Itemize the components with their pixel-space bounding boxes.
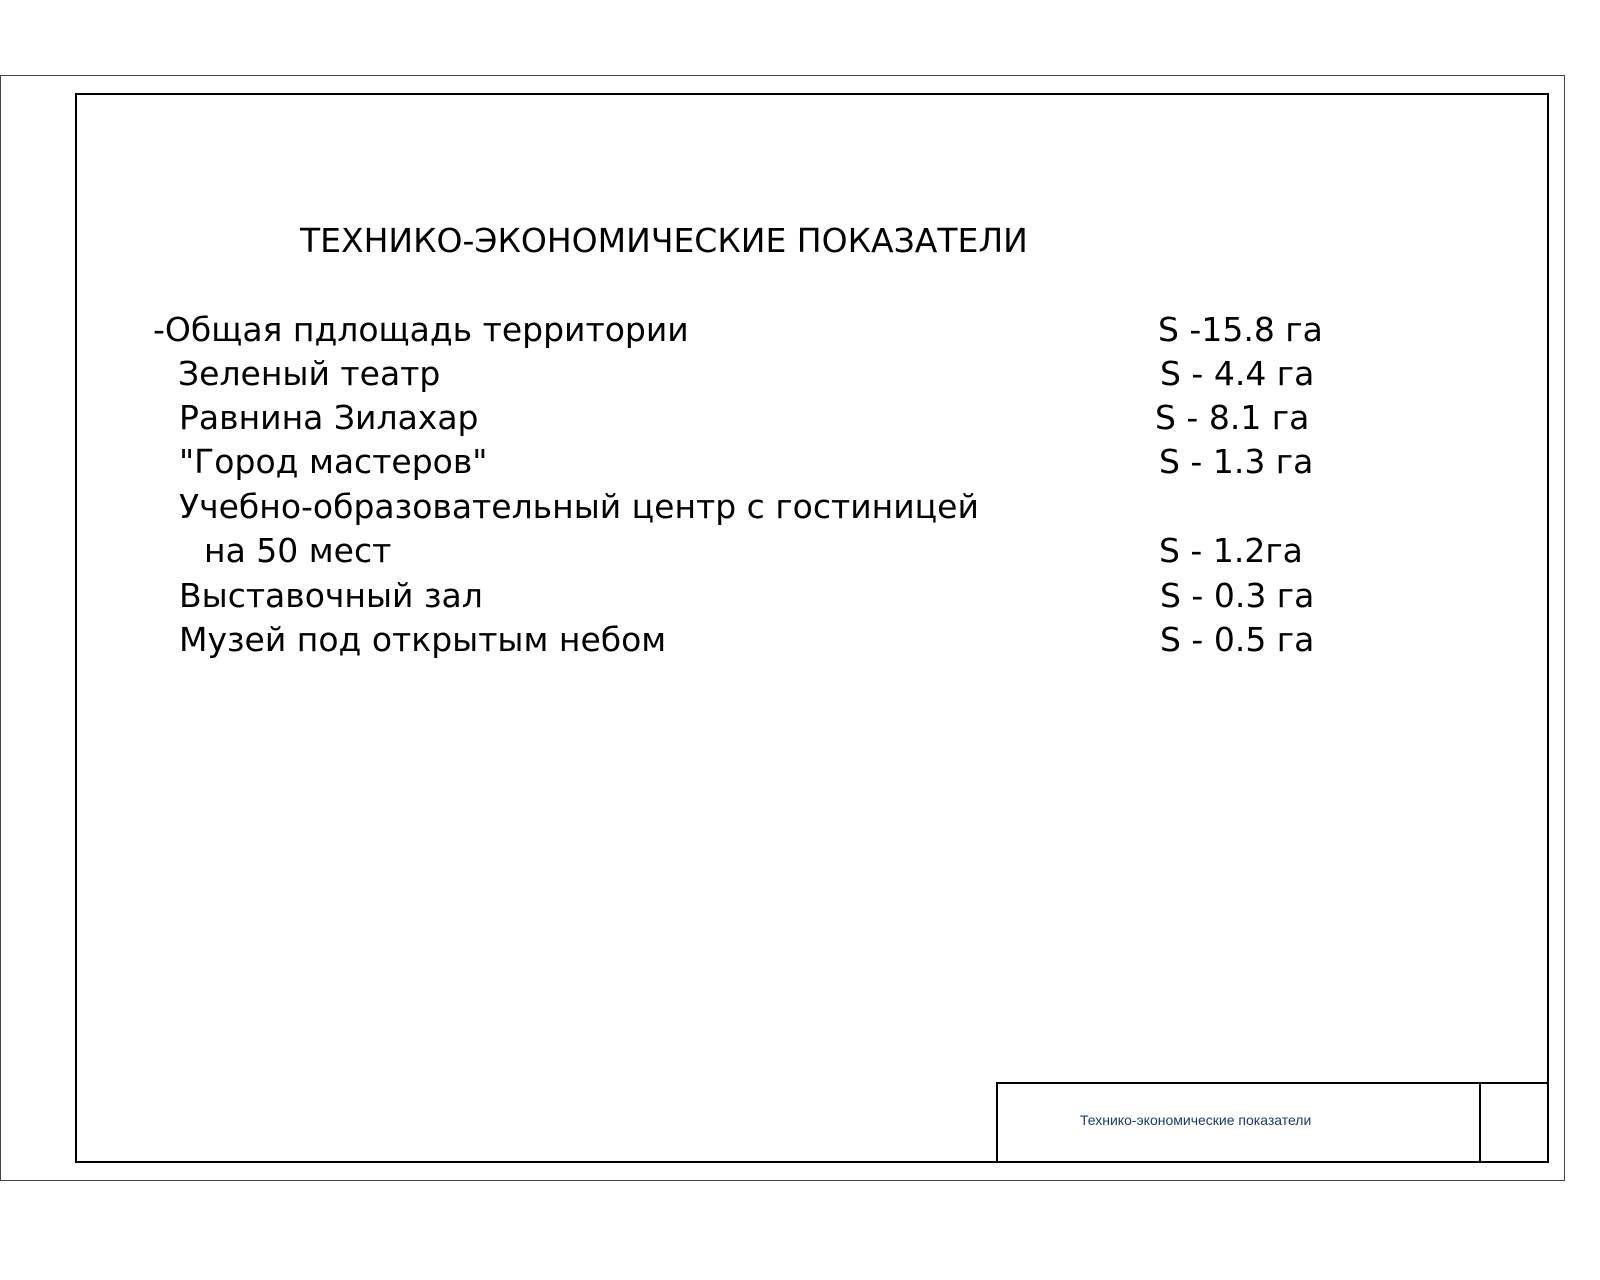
row-label: Выставочный зал (179, 576, 483, 615)
row-label: Равнина Зилахар (179, 398, 479, 437)
row-label: Зеленый театр (178, 354, 441, 393)
row-value: S - 1.3 га (1159, 442, 1314, 481)
page-title: ТЕХНИКО-ЭКОНОМИЧЕСКИЕ ПОКАЗАТЕЛИ (300, 221, 1028, 260)
sheet-frame (75, 93, 1549, 1163)
row-value: S - 0.3 га (1160, 576, 1315, 615)
row-label: на 50 мест (204, 531, 392, 570)
row-label: "Город мастеров" (179, 442, 488, 481)
row-label: Учебно-образовательный центр с гостинице… (179, 487, 979, 526)
row-label: Музей под открытым небом (179, 620, 667, 659)
title-block-name: Технико-экономические показатели (1080, 1112, 1312, 1128)
sheet-outer-border (0, 75, 1565, 1181)
title-block-divider (1479, 1082, 1481, 1162)
row-label: -Общая пдлощадь территории (153, 310, 689, 349)
row-value: S - 0.5 га (1160, 620, 1315, 659)
row-value: S - 8.1 га (1155, 398, 1310, 437)
row-value: S - 1.2га (1159, 531, 1303, 570)
row-value: S - 4.4 га (1160, 354, 1315, 393)
title-block (996, 1082, 1549, 1163)
row-value: S -15.8 га (1158, 310, 1323, 349)
